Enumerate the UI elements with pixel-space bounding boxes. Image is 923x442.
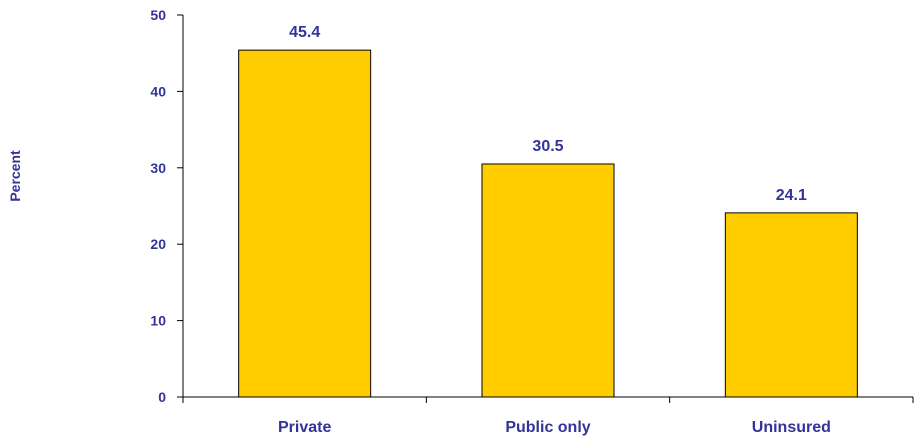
bar-private — [238, 49, 372, 398]
y-axis: 0 10 20 30 40 50 — [150, 7, 184, 405]
x-tick-label: Uninsured — [752, 419, 831, 436]
data-label: 24.1 — [776, 187, 807, 204]
y-tick-label: 50 — [150, 7, 166, 23]
x-tick-label: Public only — [505, 419, 590, 436]
y-tick-label: 30 — [150, 160, 166, 176]
x-axis: Private Public only Uninsured — [182, 396, 914, 436]
bar-uninsured — [724, 212, 858, 398]
y-tick-label: 0 — [158, 389, 166, 405]
y-axis-title: Percent — [7, 150, 23, 202]
y-tick-label: 10 — [150, 313, 166, 329]
bars-group: 45.4 30.5 24.1 — [238, 24, 858, 398]
x-tick-label: Private — [278, 419, 331, 436]
y-tick-label: 20 — [150, 236, 166, 252]
bar-public-only — [481, 163, 615, 398]
y-tick-label: 40 — [150, 83, 166, 99]
data-label: 45.4 — [289, 24, 320, 41]
data-label: 30.5 — [532, 138, 563, 155]
